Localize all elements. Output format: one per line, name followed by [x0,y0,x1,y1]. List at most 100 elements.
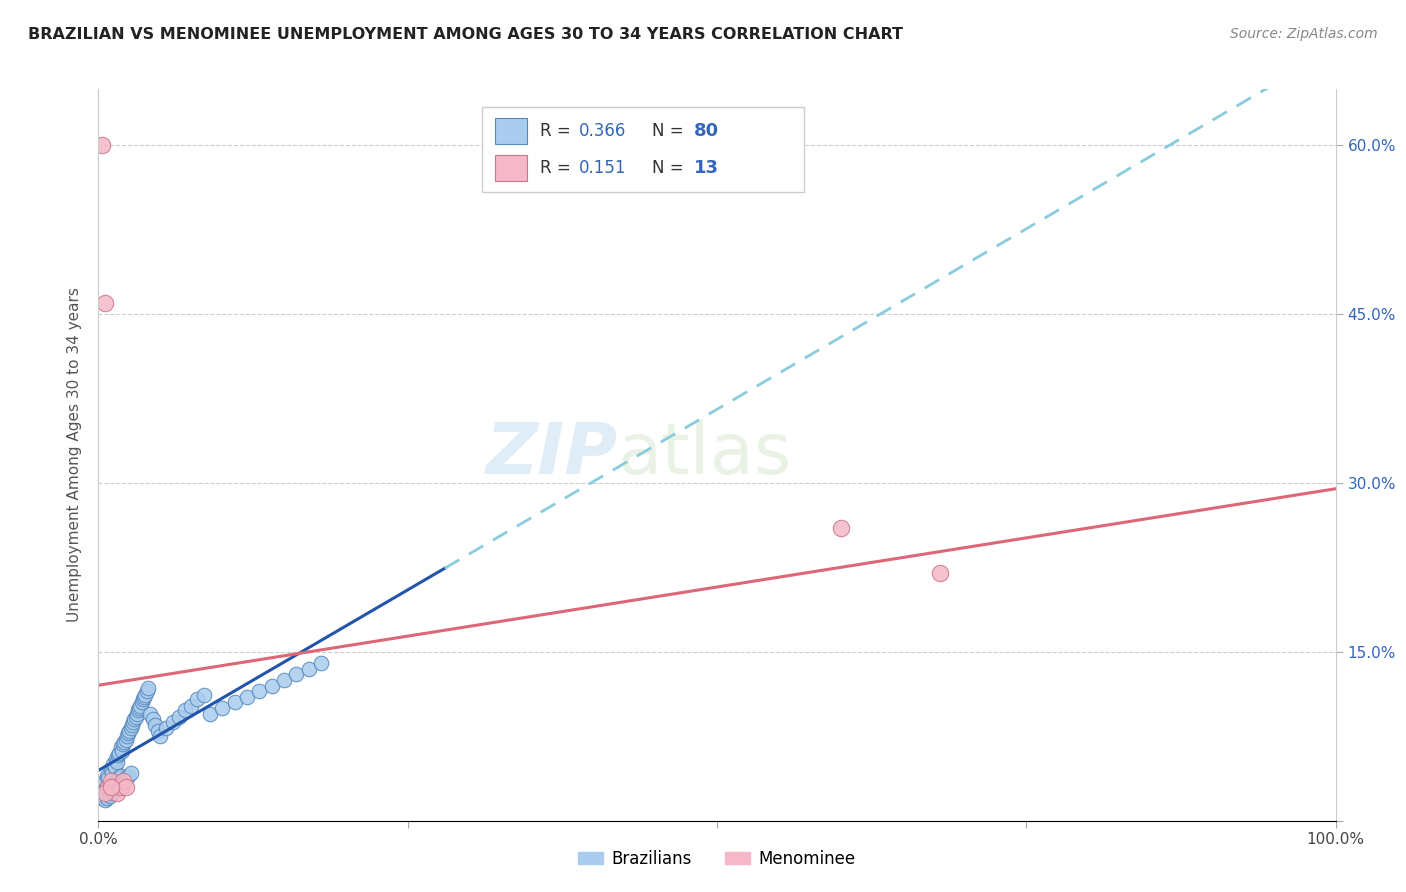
Point [309,656,332,670]
Point [91,791,114,805]
Point [114,732,136,747]
Point [120,722,142,736]
Point [136,681,159,695]
Y-axis label: Unemployment Among Ages 30 to 34 years: Unemployment Among Ages 30 to 34 years [67,287,83,623]
Point [110,769,132,783]
Point [162,714,184,729]
Point [112,774,135,789]
Point [120,766,142,780]
Point [928,566,950,580]
Point [260,679,283,693]
Point [101,785,124,799]
Point [93,793,115,807]
Point [211,701,233,715]
Point [96,791,118,805]
Text: 13: 13 [695,159,720,177]
Point [146,723,169,738]
Point [224,696,246,710]
Point [180,698,202,713]
Point [105,785,128,799]
Point [108,778,131,792]
Point [103,780,125,794]
Point [143,718,166,732]
Legend: Brazilians, Menominee: Brazilians, Menominee [572,843,862,874]
Point [93,785,115,799]
Point [114,780,136,794]
Text: R =: R = [540,122,576,140]
Point [93,789,115,803]
Point [101,766,124,780]
Point [112,735,135,749]
Point [131,696,153,710]
Point [110,740,132,755]
Point [198,706,221,721]
Point [124,712,146,726]
Point [124,710,146,724]
Point [273,673,295,687]
Point [94,785,117,799]
Point [100,763,122,777]
Text: Source: ZipAtlas.com: Source: ZipAtlas.com [1230,27,1378,41]
Point [125,706,148,721]
Point [127,703,149,717]
Point [121,718,143,732]
Point [98,778,121,792]
Point [104,752,127,766]
Point [134,690,156,704]
Point [117,769,139,783]
Point [100,780,122,794]
Point [96,769,118,783]
Point [93,774,115,789]
Point [97,782,120,797]
Point [93,785,115,799]
Text: 0.366: 0.366 [578,122,626,140]
Point [830,521,852,535]
Point [247,684,270,698]
Point [118,723,141,738]
Point [114,771,136,785]
Point [115,729,138,743]
Point [103,757,125,772]
Point [132,692,155,706]
Point [105,780,128,794]
Text: ZIP: ZIP [486,420,619,490]
Point [112,737,135,751]
Text: N =: N = [652,159,695,177]
Point [103,782,125,797]
Text: atlas: atlas [619,420,793,490]
Point [91,138,114,153]
Point [129,698,152,713]
Point [93,296,115,310]
Point [111,744,134,758]
Point [104,774,127,789]
Point [193,688,215,702]
Point [108,746,131,760]
Text: BRAZILIAN VS MENOMINEE UNEMPLOYMENT AMONG AGES 30 TO 34 YEARS CORRELATION CHART: BRAZILIAN VS MENOMINEE UNEMPLOYMENT AMON… [28,27,903,42]
Point [100,780,122,794]
Point [100,774,122,789]
Point [174,703,197,717]
Point [97,780,120,794]
Point [236,690,259,704]
Point [135,684,157,698]
Point [105,755,128,769]
Point [112,774,135,789]
Point [134,688,156,702]
Point [94,782,117,797]
Point [139,706,162,721]
Point [167,710,190,724]
Point [186,692,208,706]
Point [107,771,129,785]
Point [103,778,125,792]
Point [155,722,177,736]
Point [97,771,120,785]
Text: R =: R = [540,159,581,177]
Point [91,780,114,794]
Point [285,667,308,681]
Point [128,701,150,715]
Text: N =: N = [652,122,689,140]
Point [298,662,321,676]
Text: 0.151: 0.151 [578,159,626,177]
Point [110,780,132,794]
Point [142,712,165,726]
